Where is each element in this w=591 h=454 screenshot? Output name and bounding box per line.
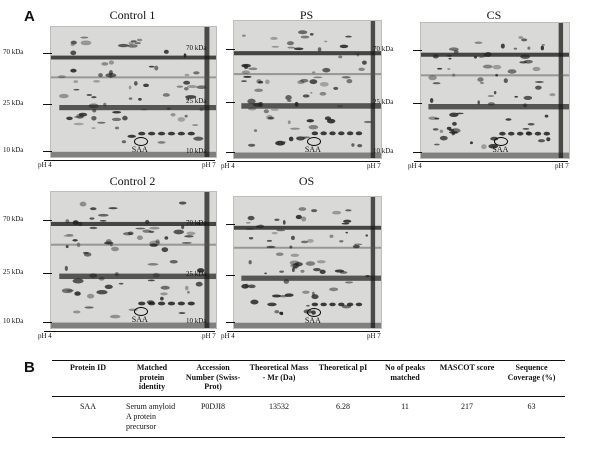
table-row: SAA Serum amyloid A protein precursor P0…: [52, 396, 565, 438]
saa-spot-label: SAA: [131, 315, 148, 325]
ph-gradient-axis: [414, 161, 568, 162]
cell-mascot-score: 217: [436, 396, 498, 438]
ph-right-label: pH 7: [367, 162, 381, 170]
ph-right-label: pH 7: [367, 332, 381, 340]
gel-image-control-1: [50, 26, 217, 158]
ph-gradient-axis: [44, 331, 215, 332]
ph-right-label: pH 7: [202, 332, 216, 340]
header-matched-identity: Matched protein identity: [124, 360, 180, 397]
gel-title-control-1: Control 1: [109, 8, 156, 22]
saa-spot-label: SAA: [131, 144, 148, 154]
gel-image-control-2: [50, 191, 217, 329]
kda-marker-label: 70 kDa: [3, 214, 24, 223]
saa-spot-marker: [494, 137, 509, 147]
ph-gradient-axis: [44, 160, 215, 161]
kda-marker-tick: [43, 104, 52, 105]
kda-marker-tick: [43, 150, 52, 152]
kda-marker-tick: [43, 321, 52, 323]
ph-left-label: pH 4: [221, 162, 235, 170]
kda-marker-tick: [43, 53, 52, 55]
kda-marker-label: 25 kDa: [186, 269, 207, 278]
gel-title-cs: CS: [486, 8, 502, 22]
ph-gradient-axis: [227, 161, 380, 162]
saa-spot-label: SAA: [304, 315, 321, 325]
header-sequence-coverage: Sequence Coverage (%): [498, 360, 565, 397]
kda-marker-label: 10 kDa: [3, 316, 24, 325]
cell-peaks-matched: 11: [374, 396, 436, 438]
kda-marker-tick: [226, 102, 235, 104]
gel-title-control-2: Control 2: [109, 174, 156, 188]
kda-marker-tick: [413, 103, 422, 104]
kda-marker-label: 25 kDa: [3, 99, 24, 107]
kda-marker-label: 25 kDa: [373, 98, 394, 106]
saa-spot-label: SAA: [304, 144, 321, 154]
ph-left-label: pH 4: [408, 162, 422, 170]
table-header-row: Protein ID Matched protein identity Acce…: [52, 360, 565, 397]
kda-marker-tick: [43, 219, 52, 221]
kda-marker-label: 10 kDa: [373, 146, 394, 155]
header-theoretical-mass: Theoretical Mass - Mr (Da): [246, 360, 312, 397]
panel-b-label: B: [24, 359, 35, 376]
header-protein-id: Protein ID: [52, 360, 124, 397]
cell-accession: P0DJI8: [180, 396, 246, 438]
gel-image-os: [233, 196, 382, 329]
ph-left-label: pH 4: [38, 332, 52, 340]
cell-matched-identity: Serum amyloid A protein precursor: [124, 396, 180, 438]
cell-theoretical-pi: 6.28: [312, 396, 374, 438]
kda-marker-tick: [226, 151, 235, 153]
kda-marker-tick: [226, 223, 235, 225]
kda-marker-label: 10 kDa: [3, 145, 24, 154]
kda-marker-label: 70 kDa: [3, 48, 24, 57]
kda-marker-label: 10 kDa: [186, 316, 207, 325]
header-accession: Accession Number (Swiss-Prot): [180, 360, 246, 397]
kda-marker-label: 70 kDa: [373, 45, 394, 54]
saa-spot-marker: [133, 307, 148, 317]
kda-marker-label: 25 kDa: [186, 97, 207, 106]
cell-theoretical-mass: 13532: [246, 396, 312, 438]
saa-spot-marker: [306, 136, 321, 146]
header-mascot-score: MASCOT score: [436, 360, 498, 397]
gel-title-os: OS: [298, 174, 315, 188]
panel-a-label: A: [24, 8, 35, 25]
cell-protein-id: SAA: [52, 396, 124, 438]
gel-image-ps: [233, 20, 382, 159]
kda-marker-tick: [226, 321, 235, 323]
saa-spot-label: SAA: [492, 145, 509, 155]
kda-marker-tick: [226, 274, 235, 276]
ph-right-label: pH 7: [555, 162, 569, 170]
gel-image-cs: [420, 22, 570, 159]
ph-left-label: pH 4: [38, 161, 52, 169]
ph-left-label: pH 4: [221, 332, 235, 340]
kda-marker-tick: [413, 50, 422, 52]
gel-title-ps: PS: [299, 8, 314, 22]
ph-right-label: pH 7: [202, 161, 216, 169]
ph-gradient-axis: [227, 331, 380, 332]
protein-identification-table: Protein ID Matched protein identity Acce…: [52, 360, 565, 438]
kda-marker-label: 70 kDa: [186, 43, 207, 52]
kda-marker-label: 10 kDa: [186, 146, 207, 155]
kda-marker-tick: [226, 48, 235, 50]
saa-spot-marker: [306, 307, 321, 317]
header-theoretical-pi: Theoretical pI: [312, 360, 374, 397]
kda-marker-label: 70 kDa: [186, 218, 207, 227]
header-peaks-matched: No of peaks matched: [374, 360, 436, 397]
saa-spot-marker: [133, 136, 148, 146]
cell-sequence-coverage: 63: [498, 396, 565, 438]
kda-marker-label: 25 kDa: [3, 267, 24, 276]
kda-marker-tick: [43, 272, 52, 274]
kda-marker-tick: [413, 151, 422, 153]
